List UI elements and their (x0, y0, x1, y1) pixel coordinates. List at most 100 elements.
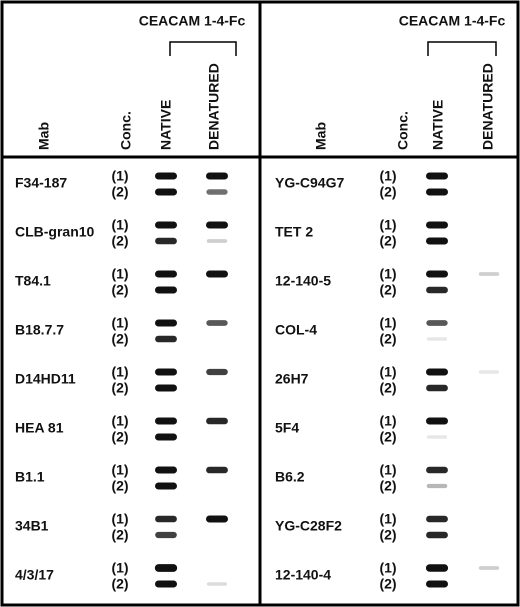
blot-band (155, 221, 177, 229)
blot-band (155, 384, 177, 392)
blot-band (426, 384, 448, 392)
mab-name: 12-140-4 (275, 567, 331, 583)
blot-band (426, 531, 448, 539)
blot-band (426, 237, 448, 245)
conc-label: (2) (379, 380, 396, 396)
blot-band (426, 188, 448, 196)
conc-label: (2) (111, 282, 128, 298)
blot-band (426, 286, 448, 294)
conc-label: (2) (111, 380, 128, 396)
conc-label: (1) (379, 511, 396, 527)
mab-name: 26H7 (275, 371, 309, 387)
mab-name: COL-4 (275, 322, 317, 338)
blot-band (206, 239, 228, 243)
mab-name: CLB-gran10 (15, 224, 95, 240)
blot-band (155, 482, 177, 490)
blot-band (155, 433, 177, 441)
blot-band (155, 417, 177, 425)
conc-label: (2) (379, 331, 396, 347)
mab-name: B6.2 (275, 469, 305, 485)
blot-band (155, 368, 177, 376)
blot-band (206, 515, 228, 523)
mab-name: B1.1 (15, 469, 45, 485)
conc-label: (1) (111, 168, 128, 184)
header-bracket (427, 41, 497, 56)
blot-band (426, 368, 448, 376)
blot-band (206, 368, 228, 376)
panel-header: CEACAM 1-4-Fc (399, 13, 506, 29)
conc-label: (1) (111, 462, 128, 478)
conc-label: (1) (111, 413, 128, 429)
blot-band (206, 270, 228, 278)
blot-band (155, 466, 177, 474)
blot-band (206, 582, 228, 586)
blot-band (206, 172, 228, 180)
mab-name: 5F4 (275, 420, 299, 436)
blot-band (155, 270, 177, 278)
conc-label: (2) (111, 331, 128, 347)
mab-name: B18.7.7 (15, 322, 64, 338)
blot-band (426, 515, 448, 523)
column-header: Conc. (395, 111, 411, 150)
conc-label: (2) (379, 527, 396, 543)
blot-band (155, 172, 177, 180)
mab-name: TET 2 (275, 224, 313, 240)
conc-label: (1) (379, 462, 396, 478)
blot-band (425, 564, 449, 572)
blot-band (155, 188, 177, 196)
mab-name: 4/3/17 (15, 567, 54, 583)
panel-header: CEACAM 1-4-Fc (139, 13, 246, 29)
mab-name: F34-187 (15, 175, 67, 191)
conc-label: (1) (111, 315, 128, 331)
conc-label: (1) (379, 168, 396, 184)
conc-label: (1) (379, 560, 396, 576)
blot-band (155, 286, 177, 294)
blot-band (155, 531, 177, 539)
blot-band (426, 221, 448, 229)
conc-label: (1) (379, 364, 396, 380)
blot-band (426, 483, 448, 489)
conc-label: (2) (111, 429, 128, 445)
blot-band (478, 566, 500, 570)
conc-label: (1) (111, 266, 128, 282)
conc-label: (2) (111, 576, 128, 592)
blot-band (206, 417, 228, 425)
blot-band (478, 370, 500, 374)
mab-name: D14HD11 (15, 371, 76, 387)
mab-name: YG-C94G7 (275, 175, 344, 191)
conc-label: (1) (111, 217, 128, 233)
blot-band (206, 466, 228, 474)
conc-label: (2) (379, 282, 396, 298)
blot-band (155, 319, 177, 327)
conc-label: (1) (111, 364, 128, 380)
blot-band (206, 221, 228, 229)
blot-band (426, 466, 448, 474)
mab-name: 12-140-5 (275, 273, 331, 289)
conc-label: (2) (379, 233, 396, 249)
column-header: DENATURED (480, 63, 496, 150)
blot-band (478, 272, 500, 276)
conc-label: (1) (111, 511, 128, 527)
blot-band (154, 564, 178, 572)
conc-label: (1) (379, 315, 396, 331)
blot-band (426, 337, 448, 341)
mab-name: YG-C28F2 (275, 518, 342, 534)
blot-band (426, 435, 448, 439)
column-header: Mab (36, 122, 52, 150)
conc-label: (1) (379, 217, 396, 233)
conc-label: (2) (379, 184, 396, 200)
blot-band (155, 335, 177, 343)
conc-label: (1) (379, 413, 396, 429)
conc-label: (2) (111, 184, 128, 200)
mab-name: T84.1 (15, 273, 51, 289)
column-header: DENATURED (206, 63, 222, 150)
blot-band (426, 270, 448, 278)
header-bracket (169, 41, 237, 56)
conc-label: (1) (379, 266, 396, 282)
conc-label: (2) (379, 478, 396, 494)
column-header: NATIVE (158, 100, 174, 150)
conc-label: (2) (111, 233, 128, 249)
blot-band (426, 172, 448, 180)
blot-band (206, 189, 228, 195)
